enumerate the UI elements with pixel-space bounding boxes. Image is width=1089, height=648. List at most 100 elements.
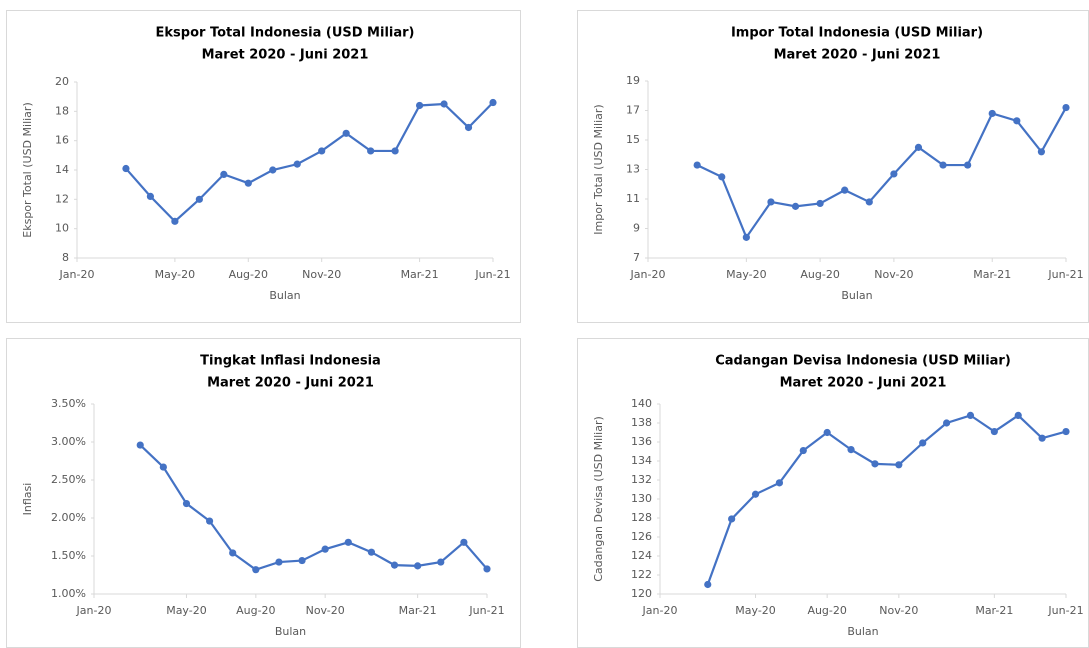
y-tick-label: 19 [626,74,640,87]
data-point [871,460,879,468]
y-tick-label: 130 [631,492,652,505]
data-point [841,186,849,194]
data-point [890,170,898,178]
x-tick-label: Nov-20 [879,604,918,617]
y-tick-label: 138 [631,416,652,429]
data-point [816,199,824,208]
y-tick-label: 136 [631,435,652,448]
y-tick-label: 20 [55,75,69,88]
y-tick-label: 132 [631,473,652,486]
data-point [122,164,130,173]
data-point [728,515,736,523]
y-tick-label: 14 [55,163,69,176]
data-point [990,427,998,436]
x-tick-label: Aug-20 [800,268,839,281]
series-line [125,101,494,223]
chart-subtitle: Maret 2020 - Juni 2021 [207,376,374,391]
y-tick-label: 3.50% [51,397,86,410]
chart-subtitle: Maret 2020 - Juni 2021 [774,48,941,63]
y-axis-label: Ekspor Total (USD Miliar) [21,102,34,237]
data-point [437,558,445,566]
y-axis-label: Inflasi [21,483,34,516]
data-point [195,195,203,203]
data-point [415,101,424,110]
data-point [1037,148,1046,156]
data-point [1062,427,1070,436]
y-tick-label: 122 [631,568,652,581]
data-point [159,463,167,471]
y-tick-label: 9 [633,222,640,235]
x-tick-label: Jun-21 [1047,604,1083,617]
y-tick-label: 12 [55,192,69,205]
data-point [742,233,750,241]
data-point [791,202,800,210]
data-point [966,411,975,419]
y-tick-label: 18 [55,104,69,117]
chart-title: Cadangan Devisa Indonesia (USD Miliar) [715,354,1011,369]
x-tick-label: Mar-21 [975,604,1013,617]
y-axis-label: Impor Total (USD Miliar) [592,104,605,234]
chart-subtitle: Maret 2020 - Juni 2021 [202,48,369,63]
y-tick-label: 3.00% [51,435,86,448]
data-point [391,147,399,155]
data-point [298,556,306,565]
data-point [269,166,277,174]
data-point [823,428,831,437]
chart-panel [6,10,521,323]
data-point [460,538,468,546]
data-point [318,147,326,155]
data-point [342,129,350,137]
x-tick-label: Jan-20 [76,604,112,617]
y-tick-label: 2.50% [51,473,86,486]
data-point [367,548,376,556]
chart-title: Tingkat Inflasi Indonesia [200,354,381,369]
data-point [390,561,399,569]
y-tick-label: 120 [631,587,652,600]
y-tick-label: 11 [626,192,640,205]
x-tick-label: Jan-20 [642,604,678,617]
chart-panel [577,338,1089,648]
x-tick-label: Mar-21 [401,268,439,281]
data-point [919,439,927,447]
data-point [718,173,726,181]
x-tick-label: Nov-20 [302,268,341,281]
y-axis-label: Cadangan Devisa (USD Miliar) [592,416,605,582]
data-point [799,446,807,455]
data-point [367,147,375,155]
data-point [1013,117,1021,125]
series-line [696,107,1067,240]
y-tick-label: 13 [626,163,640,176]
chart-title: Impor Total Indonesia (USD Miliar) [731,26,983,41]
data-point [244,179,252,187]
data-point [220,170,228,178]
y-tick-label: 124 [631,549,652,562]
data-point [895,461,903,469]
data-point [964,161,972,169]
data-point [1014,411,1022,419]
x-tick-label: May-20 [726,268,767,281]
data-point [751,490,760,498]
x-tick-label: Nov-20 [306,604,345,617]
y-tick-label: 128 [631,511,652,524]
y-tick-label: 15 [626,133,640,146]
y-tick-label: 8 [62,251,69,264]
x-tick-label: Jun-21 [468,604,504,617]
x-tick-label: Jun-21 [1047,268,1083,281]
data-point [182,499,191,508]
data-point [865,198,873,206]
x-tick-label: May-20 [155,268,196,281]
data-point [205,517,214,525]
data-point [136,441,144,449]
y-tick-label: 1.00% [51,587,86,600]
data-point [942,419,951,427]
x-tick-label: May-20 [735,604,776,617]
y-tick-label: 140 [631,397,652,410]
data-point [344,538,352,546]
y-tick-label: 10 [55,222,69,235]
data-point [775,479,784,487]
data-point [988,109,996,118]
chart-panel [577,10,1089,323]
y-tick-label: 1.50% [51,549,86,562]
x-tick-label: Aug-20 [807,604,846,617]
